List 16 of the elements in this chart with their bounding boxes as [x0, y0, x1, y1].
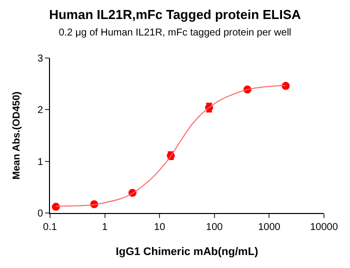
- x-axis-title: IgG1 Chimeric mAb(ng/mL): [116, 246, 259, 258]
- y-axis-title: Mean Abs.(OD450): [11, 92, 22, 180]
- x-tick-label: 1: [102, 222, 108, 233]
- y-tick-label: 2: [37, 105, 44, 116]
- point: [52, 202, 60, 211]
- chart-title: Human IL21R,mFc Tagged protein ELISA: [49, 6, 302, 22]
- x-tick-label: 1000: [258, 222, 281, 233]
- x-tick-label: 0.1: [43, 222, 58, 233]
- x-tick-label: 10000: [310, 222, 338, 233]
- y-tick-label: 0: [37, 208, 44, 220]
- point: [282, 82, 290, 90]
- chart-subtitle: 0.2 μg of Human IL21R, mFc tagged protein per well: [58, 28, 292, 39]
- y-tick-label: 3: [37, 54, 44, 64]
- x-tick-label: 10: [154, 222, 166, 233]
- y-tick-label: 1: [37, 156, 44, 168]
- x-tick-label: 100: [206, 222, 224, 233]
